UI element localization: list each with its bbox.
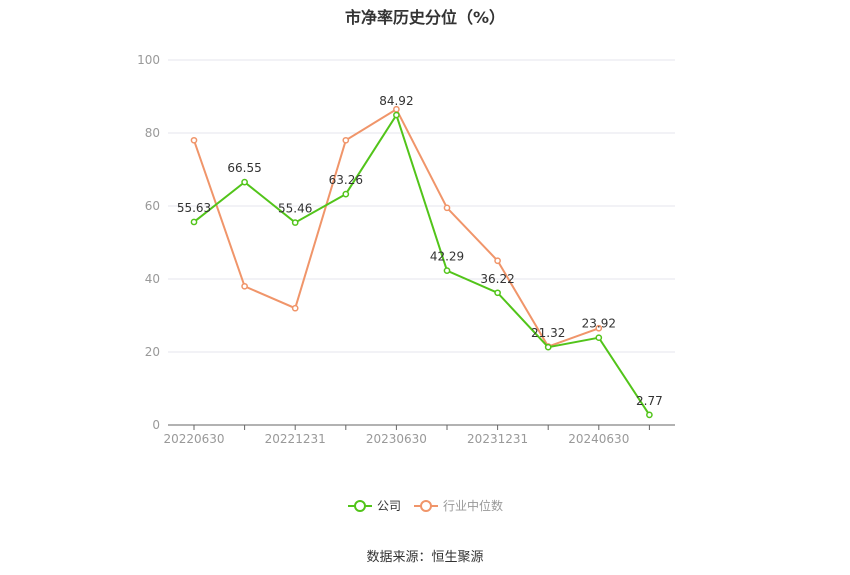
company-point [393,111,400,119]
company-point [342,190,350,198]
industry-point [291,304,299,312]
company-point [544,343,552,351]
y-tick-label: 0 [152,418,160,432]
data-label: 23.92 [582,317,616,331]
x-tick-label: 20240630 [568,432,629,446]
x-tick-label: 20231231 [467,432,528,446]
legend-label: 公司 [376,499,401,513]
industry-point [190,136,198,144]
legend-label: 行业中位数 [443,499,504,513]
chart-title: 市净率历史分位（%） [344,8,506,27]
y-tick-label: 40 [145,272,160,286]
legend-item[interactable]: 行业中位数 [413,497,503,514]
company-point [443,267,451,274]
industry-point [342,136,350,144]
company-point [190,218,198,226]
industry-point [494,257,501,265]
company-series-line [193,112,651,416]
y-tick-label: 100 [137,53,160,67]
x-tick-label: 20230630 [366,432,427,446]
data-label: 55.63 [177,201,211,215]
legend-swatch [414,499,438,512]
company-point [595,334,603,342]
source-note: 数据来源：恒生聚源 [366,550,484,565]
industry-series-line [193,107,600,348]
data-label: 66.55 [227,161,261,175]
y-tick-label: 60 [145,199,160,213]
company-point [291,219,299,226]
x-tick-label: 20221231 [265,432,326,446]
y-tick-label: 20 [145,345,160,359]
data-label: 42.29 [430,250,464,264]
industry-point [241,282,248,290]
legend: 公司 行业中位数 [0,497,850,516]
data-label: 55.46 [278,202,312,216]
company-point [241,178,248,186]
data-label: 84.92 [379,94,413,108]
x-tick-label: 20220630 [163,432,224,446]
legend-item[interactable]: 公司 [347,497,401,514]
y-tick-label: 80 [145,126,160,140]
industry-point [443,204,451,212]
company-point [646,411,653,419]
data-label: 2.77 [636,394,663,408]
data-label: 63.26 [329,173,363,187]
industry-point [595,324,603,332]
company-point [494,289,501,297]
data-label: 36.22 [480,272,514,286]
data-label: 21.32 [531,326,565,340]
legend-swatch [347,499,372,512]
